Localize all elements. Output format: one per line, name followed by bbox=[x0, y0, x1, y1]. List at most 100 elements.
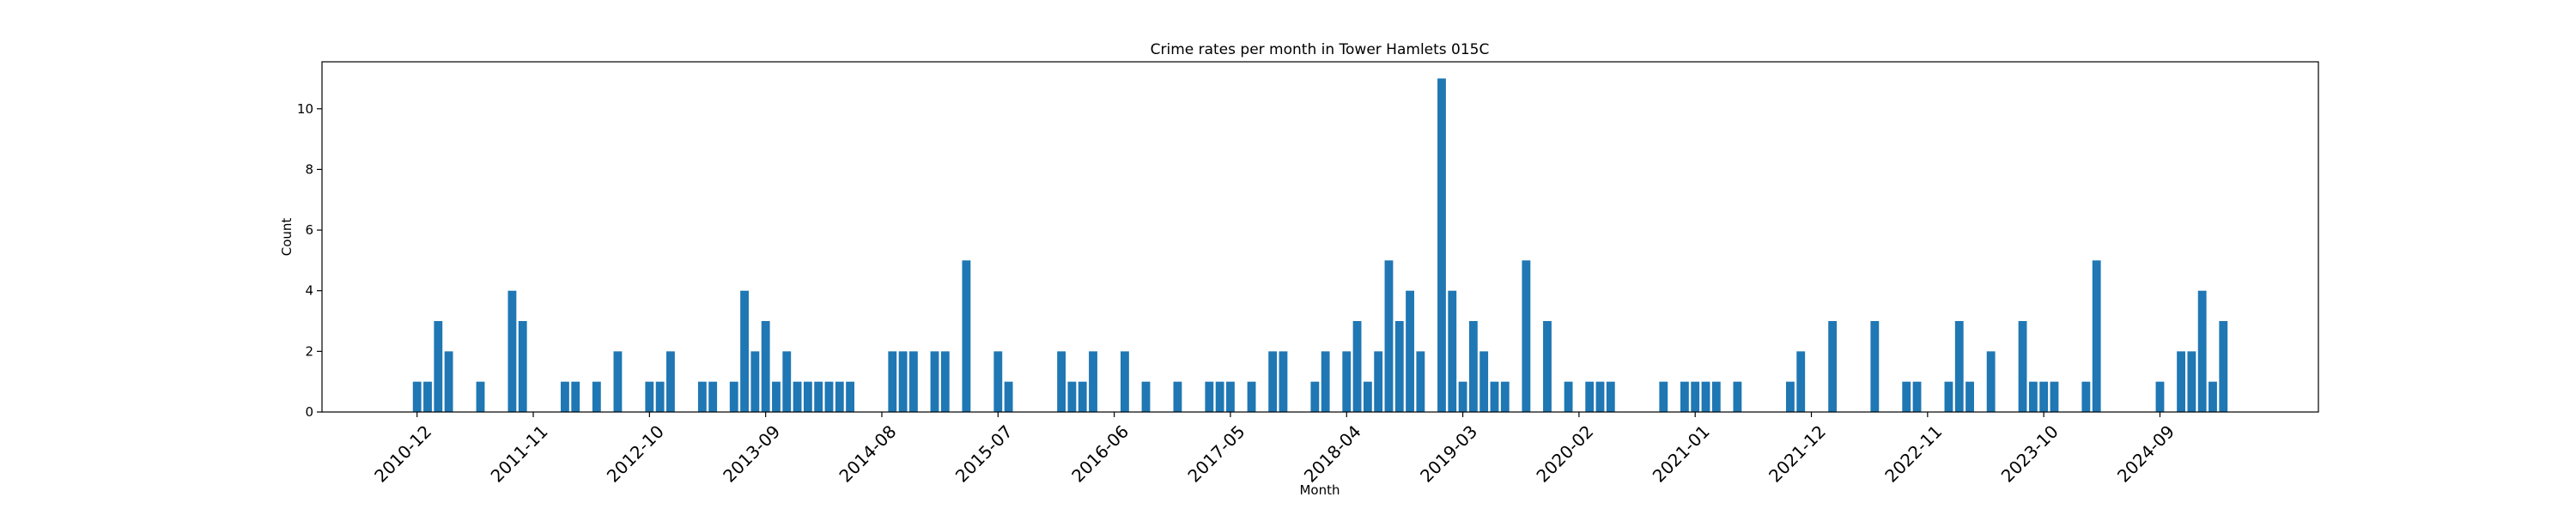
x-tick-label: 2021-12 bbox=[1765, 421, 1830, 487]
bar-2016-03 bbox=[1078, 381, 1087, 412]
x-tick-label: 2018-04 bbox=[1300, 421, 1365, 487]
bar-2017-09 bbox=[1268, 351, 1278, 412]
bar-2014-04 bbox=[835, 381, 844, 412]
x-tick-label: 2010-12 bbox=[370, 421, 435, 487]
bar-2017-03 bbox=[1205, 381, 1214, 412]
bar-2025-03 bbox=[2219, 321, 2228, 412]
bar-2012-12 bbox=[666, 351, 675, 412]
bar-2011-10 bbox=[518, 321, 527, 412]
bar-2023-08 bbox=[2018, 321, 2027, 412]
bar-2019-09 bbox=[1522, 260, 1531, 412]
bar-2018-07 bbox=[1374, 351, 1383, 412]
bar-2023-10 bbox=[2039, 381, 2049, 412]
x-tick-label: 2012-10 bbox=[603, 421, 668, 487]
bar-2020-10 bbox=[1659, 381, 1668, 412]
bar-2018-09 bbox=[1394, 321, 1404, 412]
bar-2021-03 bbox=[1711, 381, 1721, 412]
bar-2014-02 bbox=[814, 381, 823, 412]
bar-2023-09 bbox=[2028, 381, 2038, 412]
bar-2021-02 bbox=[1701, 381, 1710, 412]
bar-2013-06 bbox=[729, 381, 738, 412]
bar-2023-03 bbox=[1965, 381, 1974, 412]
bar-2016-09 bbox=[1141, 381, 1151, 412]
bar-2013-08 bbox=[750, 351, 760, 412]
bar-2022-02 bbox=[1828, 321, 1838, 412]
bar-2017-07 bbox=[1247, 381, 1256, 412]
bar-2018-02 bbox=[1321, 351, 1330, 412]
bar-2024-11 bbox=[2177, 351, 2185, 412]
bar-2024-02 bbox=[2081, 381, 2091, 412]
y-tick-label: 4 bbox=[305, 283, 313, 299]
y-axis-ticks: 0 2 4 6 8 10 bbox=[297, 101, 322, 420]
bar-2014-03 bbox=[824, 381, 834, 412]
x-tick-label: 2015-07 bbox=[951, 421, 1017, 487]
bar-2013-03 bbox=[697, 381, 707, 412]
bar-2019-02 bbox=[1448, 290, 1457, 412]
bar-2014-05 bbox=[846, 381, 854, 412]
y-tick-label: 2 bbox=[305, 343, 313, 359]
bar-2021-11 bbox=[1796, 351, 1806, 412]
bar-2022-09 bbox=[1902, 381, 1911, 412]
bar-2022-10 bbox=[1912, 381, 1922, 412]
bar-2011-02 bbox=[434, 321, 443, 412]
bar-2023-01 bbox=[1944, 381, 1953, 412]
x-tick-label: 2023-10 bbox=[1997, 421, 2063, 487]
x-tick-label: 2022-11 bbox=[1880, 421, 1946, 487]
bar-2013-11 bbox=[782, 351, 792, 412]
bar-2014-01 bbox=[803, 381, 812, 412]
bar-2024-12 bbox=[2187, 351, 2196, 412]
bar-2011-06 bbox=[476, 381, 485, 412]
bar-2016-07 bbox=[1121, 351, 1129, 412]
bar-2023-02 bbox=[1954, 321, 1964, 412]
bar-2016-02 bbox=[1067, 381, 1077, 412]
bar-2018-10 bbox=[1406, 290, 1414, 412]
bar-2024-09 bbox=[2155, 381, 2165, 412]
bar-2020-12 bbox=[1680, 381, 1689, 412]
bar-2012-07 bbox=[613, 351, 623, 412]
bar-2021-01 bbox=[1691, 381, 1700, 412]
bar-2019-06 bbox=[1490, 381, 1499, 412]
y-tick-label: 6 bbox=[305, 222, 313, 238]
bar-2014-11 bbox=[908, 351, 918, 412]
bar-2014-09 bbox=[888, 351, 897, 412]
bar-2019-03 bbox=[1458, 381, 1467, 412]
bar-2023-05 bbox=[1986, 351, 1996, 412]
bar-2013-09 bbox=[761, 321, 770, 412]
bar-2019-07 bbox=[1500, 381, 1510, 412]
bar-2018-05 bbox=[1352, 321, 1362, 412]
bar-2013-04 bbox=[708, 381, 718, 412]
bar-2015-02 bbox=[940, 351, 950, 412]
bar-2020-01 bbox=[1564, 381, 1573, 412]
bar-2015-01 bbox=[930, 351, 939, 412]
bar-2019-01 bbox=[1437, 78, 1446, 413]
bar-2016-01 bbox=[1057, 351, 1066, 412]
x-tick-label: 2017-05 bbox=[1183, 421, 1249, 487]
x-tick-label: 2020-02 bbox=[1532, 421, 1597, 487]
bar-2018-04 bbox=[1342, 351, 1352, 412]
bar-2021-05 bbox=[1733, 381, 1742, 412]
bar-2017-05 bbox=[1226, 381, 1235, 412]
bar-2015-08 bbox=[1004, 381, 1013, 412]
x-tick-label: 2019-03 bbox=[1416, 421, 1481, 487]
bar-2016-12 bbox=[1173, 381, 1182, 412]
bar-2016-04 bbox=[1089, 351, 1097, 412]
bar-2011-09 bbox=[507, 290, 517, 412]
x-tick-label: 2021-01 bbox=[1649, 421, 1714, 487]
y-tick-label: 8 bbox=[305, 161, 313, 177]
bar-2025-01 bbox=[2197, 290, 2207, 412]
y-tick-label: 10 bbox=[297, 101, 313, 117]
bar-2011-03 bbox=[444, 351, 453, 412]
bar-2020-04 bbox=[1595, 381, 1605, 412]
bar-2017-04 bbox=[1215, 381, 1224, 412]
chart-title: Crime rates per month in Tower Hamlets 0… bbox=[1151, 41, 1490, 58]
bar-2012-03 bbox=[571, 381, 580, 412]
bar-2019-11 bbox=[1543, 321, 1552, 412]
bar-2011-01 bbox=[423, 381, 432, 412]
bar-2010-12 bbox=[412, 381, 422, 412]
x-tick-label: 2016-06 bbox=[1067, 421, 1133, 487]
bar-2022-06 bbox=[1870, 321, 1880, 412]
bar-2012-10 bbox=[645, 381, 654, 412]
bar-2013-07 bbox=[740, 290, 749, 412]
bar-2023-11 bbox=[2050, 381, 2059, 412]
bars-group bbox=[412, 78, 2228, 413]
